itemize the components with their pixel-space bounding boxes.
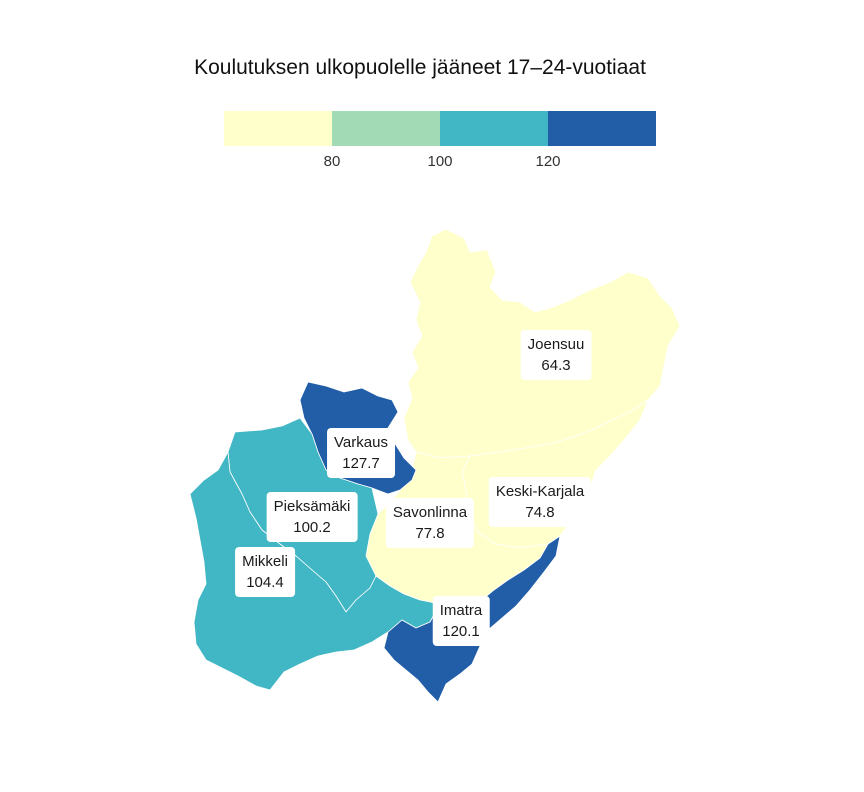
label-pieksamaki: Pieksämäki 100.2 [266, 492, 358, 542]
label-savonlinna: Savonlinna 77.8 [385, 498, 475, 548]
label-imatra: Imatra 120.1 [432, 596, 490, 646]
region-value: 127.7 [342, 455, 380, 472]
region-name: Imatra [439, 602, 483, 619]
region-name: Varkaus [334, 434, 388, 451]
legend-swatch-3 [440, 111, 548, 146]
region-value: 74.8 [525, 504, 555, 521]
label-joensuu: Joensuu 64.3 [520, 330, 592, 380]
label-keski-karjala: Keski-Karjala 74.8 [488, 477, 592, 527]
color-legend [224, 111, 656, 146]
region-name: Keski-Karjala [495, 483, 585, 500]
region-value: 64.3 [541, 357, 571, 374]
legend-tick-120: 120 [535, 153, 561, 170]
legend-swatch-1 [224, 111, 332, 146]
region-name: Savonlinna [392, 504, 468, 521]
label-mikkeli: Mikkeli 104.4 [235, 547, 295, 597]
label-varkaus: Varkaus 127.7 [327, 428, 395, 478]
legend-tick-100: 100 [427, 153, 453, 170]
region-name: Pieksämäki [273, 498, 351, 515]
legend-swatch-4 [548, 111, 656, 146]
region-name: Joensuu [527, 336, 585, 353]
region-value: 100.2 [293, 519, 331, 536]
region-mikkeli[interactable] [189, 451, 441, 691]
region-value: 104.4 [246, 574, 284, 591]
region-value: 120.1 [442, 623, 480, 640]
legend-tick-80: 80 [323, 153, 341, 170]
region-name: Mikkeli [242, 553, 288, 570]
region-value: 77.8 [415, 525, 445, 542]
map-title: Koulutuksen ulkopuolelle jääneet 17–24-v… [194, 56, 646, 79]
legend-swatch-2 [332, 111, 440, 146]
